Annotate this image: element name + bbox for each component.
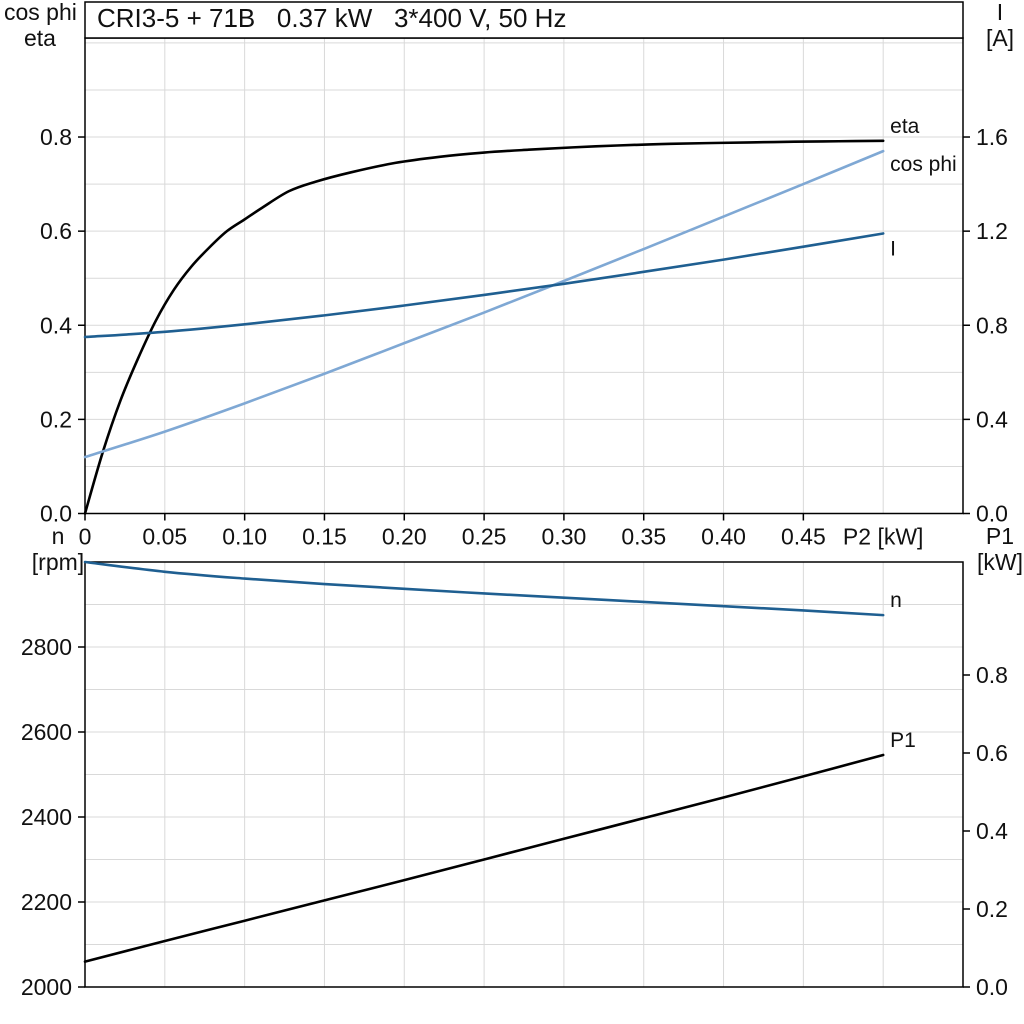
svg-text:0.35: 0.35 — [621, 524, 666, 550]
svg-text:I: I — [890, 237, 896, 260]
svg-text:0.45: 0.45 — [781, 524, 826, 550]
svg-text:n: n — [52, 523, 65, 549]
svg-text:2400: 2400 — [21, 804, 72, 830]
svg-text:0.6: 0.6 — [40, 218, 72, 244]
svg-text:cos phi: cos phi — [890, 153, 957, 176]
svg-text:[rpm]: [rpm] — [32, 549, 84, 575]
svg-text:2000: 2000 — [21, 974, 72, 1000]
svg-text:0.25: 0.25 — [462, 524, 507, 550]
svg-text:1.2: 1.2 — [976, 218, 1008, 244]
svg-text:0.6: 0.6 — [976, 740, 1008, 766]
svg-text:0.30: 0.30 — [542, 524, 587, 550]
svg-text:0.05: 0.05 — [142, 524, 187, 550]
svg-text:0.8: 0.8 — [976, 662, 1008, 688]
svg-text:P2 [kW]: P2 [kW] — [843, 524, 924, 550]
svg-text:[A]: [A] — [986, 25, 1014, 51]
svg-text:0.20: 0.20 — [382, 524, 427, 550]
svg-text:0.8: 0.8 — [976, 312, 1008, 338]
svg-text:1.6: 1.6 — [976, 124, 1008, 150]
svg-text:0.40: 0.40 — [701, 524, 746, 550]
svg-text:0.8: 0.8 — [40, 124, 72, 150]
svg-text:2600: 2600 — [21, 719, 72, 745]
svg-text:eta: eta — [890, 115, 920, 138]
svg-text:0.4: 0.4 — [976, 406, 1008, 432]
svg-text:CRI3-5 + 71B 0.37 kW 3*400: CRI3-5 + 71B 0.37 kW 3*400 V, 50 Hz — [97, 3, 566, 33]
svg-text:n: n — [890, 589, 902, 612]
svg-text:0.4: 0.4 — [976, 818, 1008, 844]
svg-text:0.15: 0.15 — [302, 524, 347, 550]
svg-text:P1: P1 — [986, 523, 1014, 549]
svg-text:[kW]: [kW] — [977, 549, 1023, 575]
svg-text:0: 0 — [79, 524, 92, 550]
svg-text:2200: 2200 — [21, 889, 72, 915]
svg-text:0.0: 0.0 — [976, 974, 1008, 1000]
svg-text:eta: eta — [24, 25, 56, 51]
svg-text:2800: 2800 — [21, 634, 72, 660]
svg-text:I: I — [997, 0, 1003, 25]
svg-text:P1: P1 — [890, 729, 916, 752]
svg-text:0.10: 0.10 — [222, 524, 267, 550]
svg-text:0.4: 0.4 — [40, 312, 72, 338]
svg-text:0.2: 0.2 — [40, 406, 72, 432]
svg-text:0.2: 0.2 — [976, 896, 1008, 922]
svg-text:cos phi: cos phi — [4, 0, 77, 25]
